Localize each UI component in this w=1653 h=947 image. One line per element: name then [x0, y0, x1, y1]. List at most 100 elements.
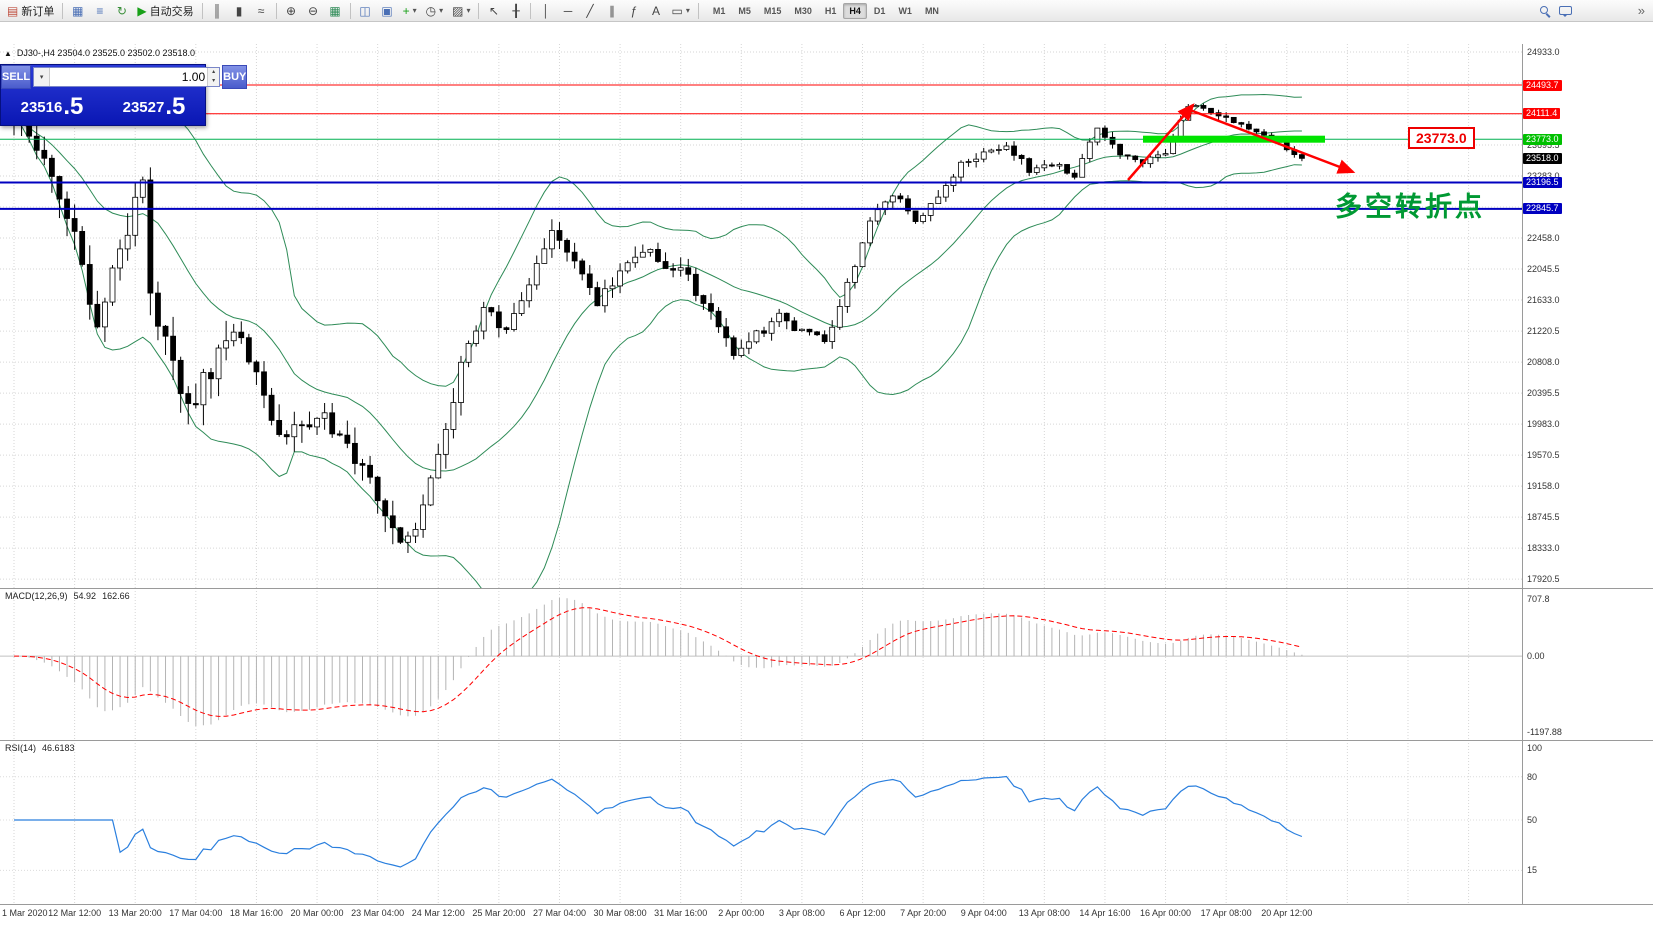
fibonacci-icon: ƒ [630, 3, 638, 18]
sell-price[interactable]: 23516.5 [20, 93, 84, 120]
time-axis-label: 13 Mar 20:00 [108, 908, 162, 918]
volume-input[interactable] [50, 68, 208, 86]
price-grid-label: 19983.0 [1527, 419, 1560, 430]
profiles-icon: ≡ [96, 3, 104, 18]
timeframe-w1-button[interactable]: W1 [898, 5, 912, 16]
current-price-badge: 23518.0 [1523, 152, 1562, 164]
charts-grid-button[interactable]: ▦ [67, 1, 88, 20]
text-label-icon: A [651, 3, 660, 18]
cursor-icon: ↖ [488, 3, 499, 18]
toolbar-separator [62, 2, 64, 19]
price-grid-label: 18745.5 [1527, 512, 1560, 523]
pane-divider[interactable] [0, 740, 1653, 741]
time-axis-label: 14 Apr 16:00 [1079, 908, 1131, 918]
vertical-line-icon: │ [542, 3, 550, 18]
new-order-button[interactable]: ▤ 新订单 [3, 1, 58, 20]
price-level-callout[interactable]: 23773.0 [1408, 127, 1475, 149]
tile-windows-button[interactable]: ◫ [355, 1, 376, 20]
profiles-button[interactable]: ≡ [89, 1, 110, 20]
time-axis-label: 16 Apr 00:00 [1140, 908, 1192, 918]
rsi-pane[interactable] [0, 740, 1522, 904]
zoom-out-button[interactable]: ⊖ [303, 1, 324, 20]
equidistant-channel-icon: ∥ [608, 3, 615, 18]
price-level-badge: 24111.4 [1523, 108, 1561, 120]
arrow-objects-icon: ▭ [671, 3, 683, 18]
buy-price[interactable]: 23527.5 [122, 93, 186, 120]
volume-dropdown-icon[interactable]: ▾ [34, 68, 51, 86]
line-chart-icon: ≈ [257, 3, 265, 18]
indicators-button[interactable]: + ▾ [399, 1, 421, 20]
price-level-badge: 23196.5 [1523, 177, 1562, 189]
time-axis-label: 23 Mar 04:00 [351, 908, 405, 918]
arrow-objects-button[interactable]: ▭ ▾ [667, 1, 693, 20]
horizontal-line-button[interactable]: ─ [557, 1, 578, 20]
macd-axis-label: 0.00 [1527, 651, 1545, 662]
price-grid-label: 21633.0 [1527, 295, 1560, 306]
volume-spinner[interactable]: ▴ ▾ [207, 68, 220, 86]
timeframe-m1-button[interactable]: M1 [712, 5, 726, 16]
one-click-collapse-icon[interactable]: ▲ [4, 48, 12, 58]
chart-ohlc-readout: DJ30-,H4 23504.0 23525.0 23502.0 23518.0 [16, 48, 196, 58]
crosshair-button[interactable]: ╂ [505, 1, 526, 20]
ohlc-bars-button[interactable]: ║ [207, 1, 228, 20]
cascade-windows-button[interactable]: ▣ [377, 1, 398, 20]
timeframe-m5-button[interactable]: M5 [738, 5, 751, 16]
candlesticks-button[interactable]: ▮ [229, 1, 250, 20]
candlesticks-icon: ▮ [235, 3, 243, 18]
caret-down-icon: ▾ [439, 6, 444, 15]
time-axis-label: 7 Apr 20:00 [900, 908, 947, 918]
toolbar-right-group: » [1539, 3, 1650, 18]
templates-button[interactable]: ▨ ▾ [448, 1, 474, 20]
periods-button[interactable]: ◷ ▾ [422, 1, 448, 20]
main-price-pane[interactable] [0, 44, 1522, 588]
price-grid-label: 20395.5 [1527, 388, 1560, 399]
time-axis-label: 20 Mar 00:00 [290, 908, 344, 918]
time-axis-label: 1 Mar 2020 [2, 908, 48, 918]
line-chart-button[interactable]: ≈ [251, 1, 272, 20]
new-order-label: 新订单 [21, 5, 55, 18]
rsi-axis-label: 100 [1527, 743, 1543, 753]
time-axis-label: 17 Mar 04:00 [169, 908, 223, 918]
toolbar-separator [201, 2, 203, 19]
price-level-badge: 22845.7 [1523, 203, 1562, 215]
chat-icon[interactable] [1558, 6, 1572, 17]
time-axis-label: 17 Apr 08:00 [1200, 908, 1252, 918]
vertical-line-button[interactable]: │ [535, 1, 556, 20]
time-axis-label: 18 Mar 16:00 [229, 908, 283, 918]
text-label-button[interactable]: A [645, 1, 666, 20]
cursor-button[interactable]: ↖ [483, 1, 504, 20]
timeframe-mn-button[interactable]: MN [924, 5, 939, 16]
refresh-button[interactable]: ↻ [111, 1, 132, 20]
auto-trading-button[interactable]: ▶ 自动交易 [133, 1, 197, 20]
chart-window: ▲ DJ30-,H4 23504.0 23525.0 23502.0 23518… [0, 22, 1653, 947]
equidistant-channel-button[interactable]: ∥ [601, 1, 622, 20]
toolbar-overflow-icon[interactable]: » [1637, 3, 1645, 18]
time-axis-label: 13 Apr 08:00 [1018, 908, 1070, 918]
timeframe-h4-button[interactable]: H4 [843, 2, 867, 19]
timeframe-d1-button[interactable]: D1 [873, 5, 886, 16]
timeframe-m15-button[interactable]: M15 [763, 5, 782, 16]
turning-point-annotation[interactable]: 多空转折点 [1335, 192, 1485, 222]
macd-axis-label: 707.8 [1527, 594, 1550, 604]
caret-down-icon: ▾ [685, 6, 690, 15]
spin-down-icon[interactable]: ▾ [212, 78, 216, 84]
timeframe-h1-button[interactable]: H1 [824, 5, 837, 16]
spin-up-icon[interactable]: ▴ [212, 69, 216, 75]
zoom-in-icon: ⊕ [286, 3, 297, 18]
fibonacci-button[interactable]: ƒ [623, 1, 644, 20]
toolbar-separator [478, 2, 480, 19]
timeframe-m30-button[interactable]: M30 [794, 5, 812, 16]
trendline-icon: ╱ [586, 3, 594, 18]
buy-button[interactable]: BUY [222, 65, 248, 89]
trendline-button[interactable]: ╱ [579, 1, 600, 20]
grid-toggle-button[interactable]: ▦ [325, 1, 346, 20]
pane-divider[interactable] [0, 588, 1653, 589]
time-axis-label: 2 Apr 00:00 [718, 908, 765, 918]
zoom-in-button[interactable]: ⊕ [281, 1, 302, 20]
macd-pane[interactable] [0, 588, 1522, 740]
indicators-icon: + [402, 3, 410, 18]
sell-button[interactable]: SELL [1, 65, 32, 89]
auto-trading-label: 自动交易 [149, 5, 194, 18]
search-icon[interactable] [1539, 5, 1551, 17]
